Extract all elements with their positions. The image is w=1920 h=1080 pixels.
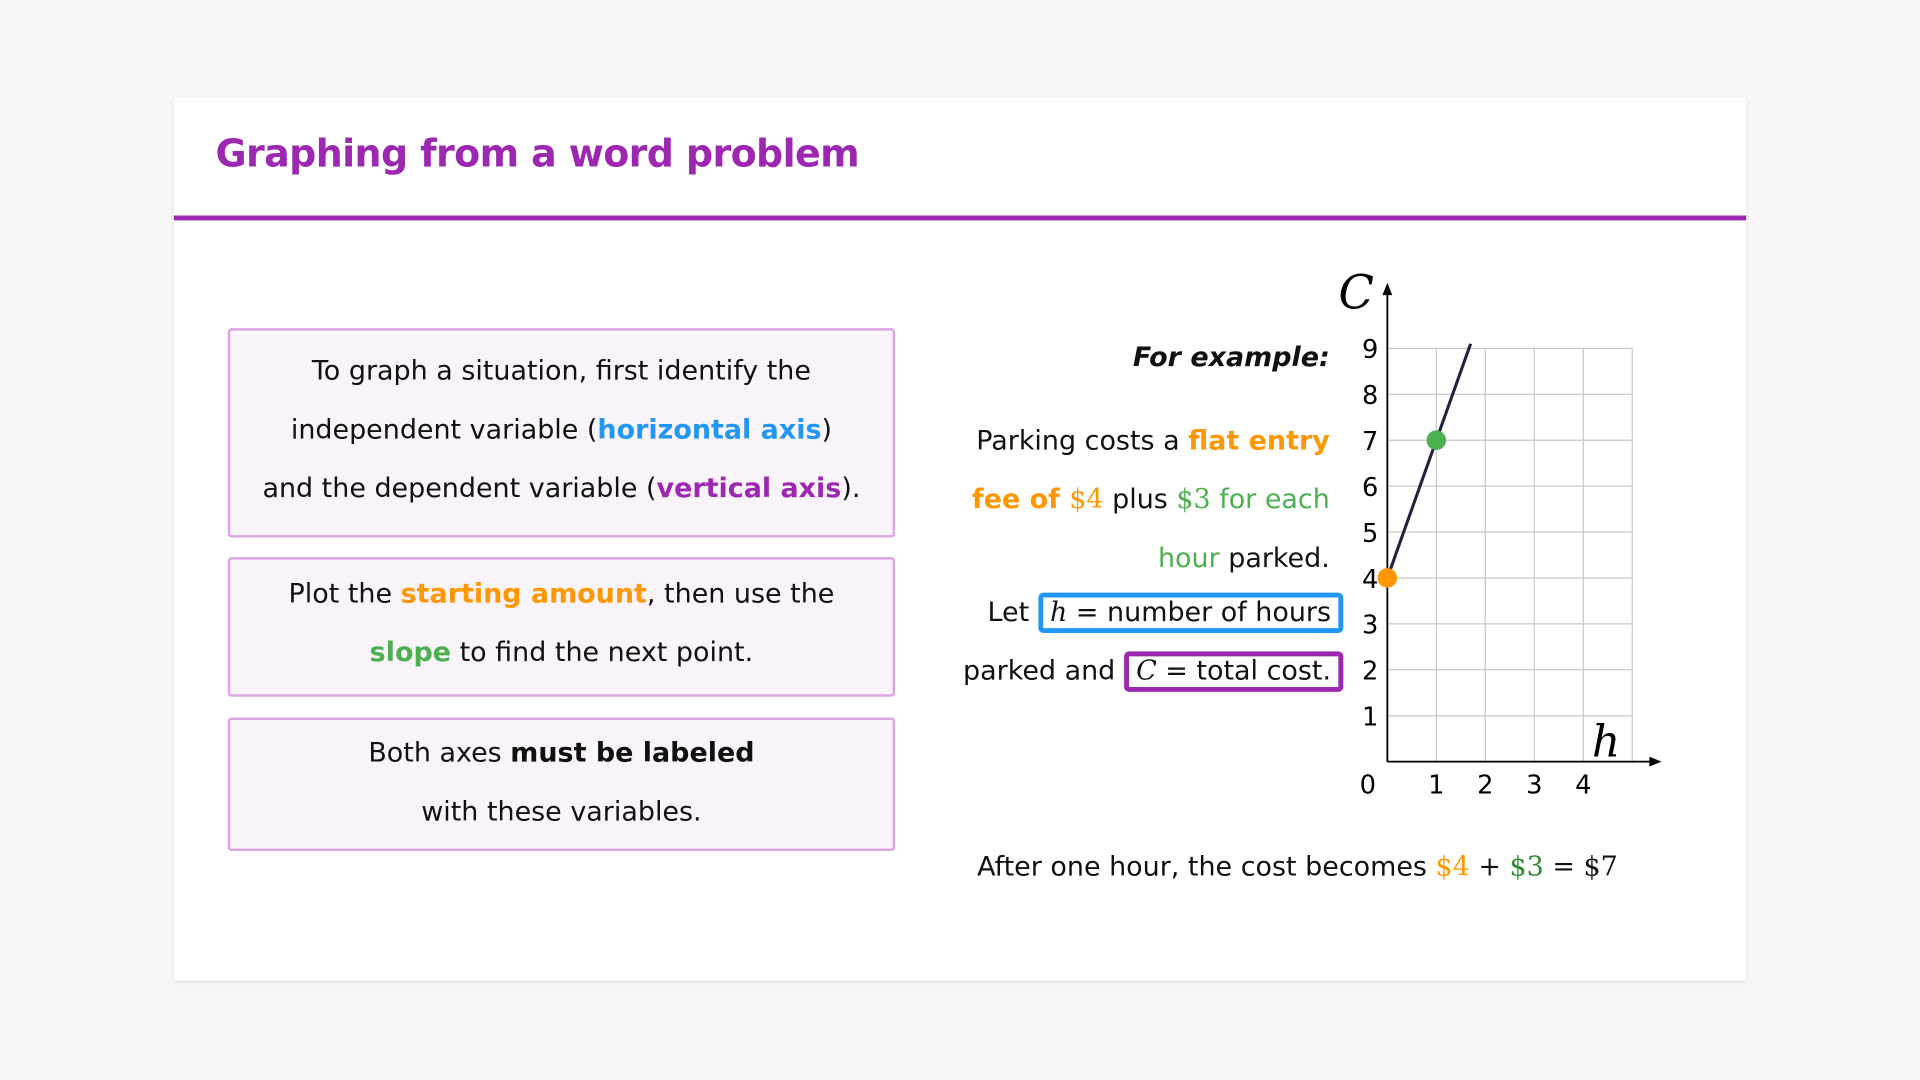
example-text: fee of $4 plus $3 for each (972, 484, 1330, 516)
info-box-labels: Both axes must be labeled with these var… (227, 717, 896, 852)
x-tick-label: 4 (1575, 770, 1591, 800)
y-tick-label: 8 (1362, 381, 1378, 411)
y-tick-label: 1 (1362, 703, 1378, 733)
y-tick-label: 2 (1362, 657, 1378, 687)
box-text: independent variable (horizontal axis) (290, 415, 833, 446)
y-tick-label: 3 (1362, 611, 1378, 641)
x-tick-label: 1 (1428, 770, 1444, 800)
x-tick-label: 0 (1360, 770, 1376, 800)
y-tick-label: 7 (1362, 427, 1378, 457)
box-text: with these variables. (421, 797, 702, 828)
box-text: To graph a situation, first identify the (311, 356, 811, 387)
example-text: Parking costs a flat entry (976, 426, 1330, 457)
x-axis-arrow-icon (1649, 756, 1662, 767)
x-tick-label: 3 (1526, 770, 1542, 800)
y-axis-arrow-icon (1382, 282, 1393, 296)
x-tick-label: 2 (1477, 770, 1493, 800)
slide: Graphing from a word problem To graph a … (173, 97, 1747, 981)
example-heading: For example: (1132, 342, 1330, 374)
title-divider (173, 215, 1747, 221)
page-title: Graphing from a word problem (215, 132, 860, 177)
variable-c-definition: parked and C = total cost. (963, 651, 1344, 692)
y-tick-label: 5 (1362, 519, 1378, 549)
y-tick-label: 6 (1362, 473, 1378, 503)
example-conclusion: After one hour, the cost becomes $4 + $3… (977, 852, 1618, 883)
y-tick-label: 4 (1362, 565, 1378, 595)
info-box-plot: Plot the starting amount, then use the s… (227, 557, 896, 697)
box-text: and the dependent variable (vertical axi… (262, 473, 861, 505)
y-axis-label: C (1338, 266, 1374, 320)
variable-h-definition: Let h = number of hours (988, 592, 1344, 634)
data-point (1377, 568, 1398, 588)
y-tick-label: 9 (1362, 335, 1378, 365)
data-point (1426, 430, 1447, 451)
example-text: hour parked. (1157, 543, 1330, 575)
box-text: Plot the starting amount, then use the (288, 579, 835, 610)
box-text: slope to find the next point. (369, 637, 754, 669)
graph-line (1385, 343, 1473, 579)
info-box-axes: To graph a situation, first identify the… (227, 328, 896, 538)
box-text: Both axes must be labeled (368, 738, 755, 769)
x-axis-label: h (1592, 717, 1620, 768)
